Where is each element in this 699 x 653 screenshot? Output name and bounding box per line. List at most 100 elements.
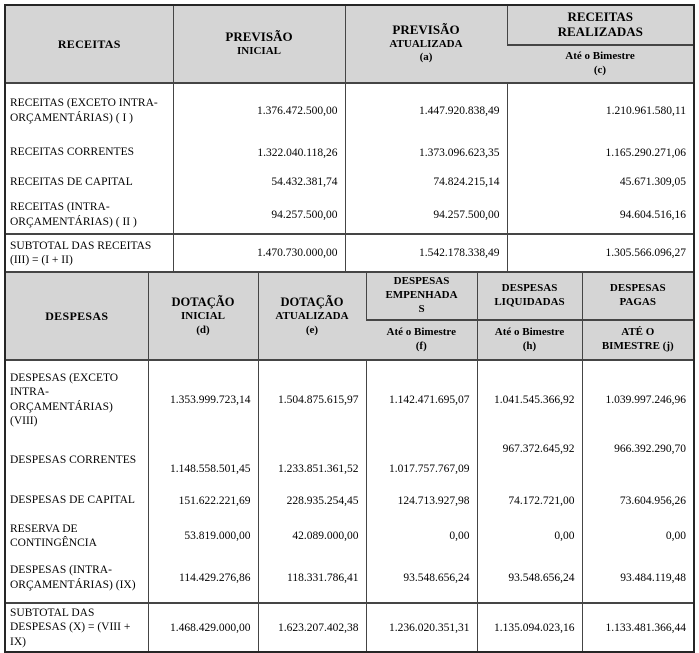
despesas-pagas-subtitle: ATÉ O BIMESTRE (j) xyxy=(601,326,674,352)
cell-value: 0,00 xyxy=(581,519,693,553)
cell-value: 74.824.215,14 xyxy=(344,168,507,196)
cell-value: 42.089.000,00 xyxy=(257,519,366,553)
cell-value: 1.233.851.361,52 xyxy=(257,438,366,482)
table-row: DESPESAS DE CAPITAL 151.622.221,69 228.9… xyxy=(6,482,693,519)
dotacao-atualizada-subtitle: ATUALIZADA xyxy=(275,309,349,322)
dotacao-atualizada-title: DOTAÇÃO xyxy=(280,294,344,309)
despesas-empenhadas-subtitle: Até o Bimestre xyxy=(386,326,456,339)
previsao-inicial-title: PREVISÃO xyxy=(225,28,293,44)
dotacao-atualizada-header: DOTAÇÃO ATUALIZADA (e) xyxy=(257,272,366,361)
cell-value: 1.041.545.366,92 xyxy=(476,360,582,438)
cell-value: 118.331.786,41 xyxy=(257,553,366,603)
cell-value: 0,00 xyxy=(476,519,582,553)
table-row: RECEITAS DE CAPITAL 54.432.381,74 74.824… xyxy=(6,168,693,196)
cell-value: 1.135.094.023,16 xyxy=(476,601,582,652)
despesas-liquidadas-header: DESPESAS LIQUIDADAS xyxy=(476,272,582,321)
receitas-realizadas-note: (c) xyxy=(593,64,607,76)
cell-value: 94.604.516,16 xyxy=(506,196,693,234)
previsao-inicial-header: PREVISÃO INICIAL xyxy=(172,6,345,84)
cell-value: 0,00 xyxy=(365,519,477,553)
cell-value: 94.257.500,00 xyxy=(172,196,345,234)
cell-value: 1.142.471.695,07 xyxy=(365,360,477,438)
cell-value: 54.432.381,74 xyxy=(172,168,345,196)
previsao-atualizada-title: PREVISÃO xyxy=(392,21,460,37)
row-label: RECEITAS (EXCETO INTRA-ORÇAMENTÁRIAS) ( … xyxy=(10,97,158,124)
cell-value: 114.429.276,86 xyxy=(147,553,258,603)
previsao-atualizada-note: (a) xyxy=(419,51,433,64)
row-label: DESPESAS DE CAPITAL xyxy=(10,494,135,507)
dotacao-inicial-header: DOTAÇÃO INICIAL (d) xyxy=(147,272,258,361)
receitas-realizadas-title: RECEITAS REALIZADAS xyxy=(557,9,643,39)
cell-value: 1.039.997.246,96 xyxy=(581,360,693,438)
cell-value: 1.504.875.615,97 xyxy=(257,360,366,438)
despesas-liquidadas-subheader: Até o Bimestre (h) xyxy=(476,319,582,361)
row-label: DESPESAS (INTRA-ORÇAMENTÁRIAS) (IX) xyxy=(10,564,136,591)
subtotal-row: SUBTOTAL DAS RECEITAS (III) = (I + II) 1… xyxy=(6,233,693,271)
row-label: DESPESAS (EXCETO INTRA-ORÇAMENTÁRIAS) (V… xyxy=(10,371,119,427)
cell-value: 1.017.757.767,09 xyxy=(365,438,477,482)
cell-value: 1.468.429.000,00 xyxy=(147,601,258,652)
despesas-table: DESPESAS DOTAÇÃO INICIAL (d) DOTAÇÃO ATU… xyxy=(6,271,693,652)
cell-value: 74.172.721,00 xyxy=(476,482,582,519)
row-label: RECEITAS CORRENTES xyxy=(10,146,134,159)
cell-value: 93.484.119,48 xyxy=(581,553,693,603)
cell-value: 1.165.290.271,06 xyxy=(506,137,693,168)
row-label: SUBTOTAL DAS DESPESAS (X) = (VIII + IX) xyxy=(6,601,148,652)
cell-value: 151.622.221,69 xyxy=(147,482,258,519)
receitas-realizadas-subtitle: Até o Bimestre xyxy=(565,50,635,63)
despesas-empenhadas-header: DESPESAS EMPENHADAS xyxy=(365,272,477,321)
row-label: RECEITAS (INTRA-ORÇAMENTÁRIAS) ( II ) xyxy=(10,201,137,228)
cell-value: 1.133.481.366,44 xyxy=(581,601,693,652)
despesas-pagas-header: DESPESAS PAGAS xyxy=(581,272,693,321)
cell-value: 1.623.207.402,38 xyxy=(257,601,366,652)
cell-value: 1.210.961.580,11 xyxy=(506,83,693,137)
receitas-table: RECEITAS PREVISÃO INICIAL PREVISÃO ATUAL… xyxy=(6,6,693,271)
table-row: DESPESAS (EXCETO INTRA-ORÇAMENTÁRIAS) (V… xyxy=(6,360,693,438)
despesas-liquidadas-subtitle: Até o Bimestre xyxy=(494,326,565,339)
cell-value: 1.322.040.118,26 xyxy=(172,137,345,168)
cell-value: 1.376.472.500,00 xyxy=(172,83,345,137)
despesas-empenhadas-title: DESPESAS EMPENHADAS xyxy=(385,275,458,315)
cell-value: 73.604.956,26 xyxy=(581,482,693,519)
table-row: DESPESAS CORRENTES 1.148.558.501,45 1.23… xyxy=(6,438,693,482)
despesas-empenhadas-note: (f) xyxy=(415,340,427,352)
dotacao-inicial-note: (d) xyxy=(196,323,210,336)
row-label: RECEITAS DE CAPITAL xyxy=(10,175,133,188)
row-label: DESPESAS CORRENTES xyxy=(10,453,137,466)
cell-value: 1.542.178.338,49 xyxy=(344,233,507,271)
previsao-inicial-subtitle: INICIAL xyxy=(236,44,281,57)
cell-value: 966.392.290,70 xyxy=(581,438,693,482)
cell-value: 1.470.730.000,00 xyxy=(172,233,345,271)
cell-value: 1.236.020.351,31 xyxy=(365,601,477,652)
dotacao-inicial-title: DOTAÇÃO xyxy=(171,294,235,309)
cell-value: 124.713.927,98 xyxy=(365,482,477,519)
dotacao-inicial-subtitle: INICIAL xyxy=(180,309,225,322)
cell-value: 1.305.566.096,27 xyxy=(506,233,693,271)
table-row: DESPESAS (INTRA-ORÇAMENTÁRIAS) (IX) 114.… xyxy=(6,553,693,603)
cell-value: 93.548.656,24 xyxy=(365,553,477,603)
cell-value: 93.548.656,24 xyxy=(476,553,582,603)
despesas-liquidadas-note: (h) xyxy=(522,340,537,352)
table-row: RESERVA DE CONTINGÊNCIA 53.819.000,00 42… xyxy=(6,519,693,553)
receitas-realizadas-subheader: Até o Bimestre (c) xyxy=(507,44,693,84)
row-label: SUBTOTAL DAS RECEITAS (III) = (I + II) xyxy=(6,233,173,271)
despesas-pagas-subheader: ATÉ O BIMESTRE (j) xyxy=(581,319,693,361)
previsao-atualizada-header: PREVISÃO ATUALIZADA (a) xyxy=(344,6,507,84)
cell-value: 1.373.096.623,35 xyxy=(344,137,507,168)
despesas-header-label: DESPESAS xyxy=(6,272,148,361)
cell-value: 1.353.999.723,14 xyxy=(147,360,258,438)
cell-value: 1.148.558.501,45 xyxy=(147,438,258,482)
cell-value: 94.257.500,00 xyxy=(344,196,507,234)
previsao-atualizada-subtitle: ATUALIZADA xyxy=(389,37,463,50)
cell-value: 228.935.254,45 xyxy=(257,482,366,519)
cell-value: 53.819.000,00 xyxy=(147,519,258,553)
despesas-pagas-title: DESPESAS PAGAS xyxy=(609,282,666,308)
despesas-empenhadas-subheader: Até o Bimestre (f) xyxy=(366,319,477,361)
cell-value: 45.671.309,05 xyxy=(506,168,693,196)
table-row: RECEITAS (INTRA-ORÇAMENTÁRIAS) ( II ) 94… xyxy=(6,196,693,234)
receitas-realizadas-header: RECEITAS REALIZADAS xyxy=(506,6,693,46)
budget-report-sheet: RECEITAS PREVISÃO INICIAL PREVISÃO ATUAL… xyxy=(4,4,695,653)
subtotal-row: SUBTOTAL DAS DESPESAS (X) = (VIII + IX) … xyxy=(6,601,693,652)
table-row: RECEITAS (EXCETO INTRA-ORÇAMENTÁRIAS) ( … xyxy=(6,83,693,137)
row-label: RESERVA DE CONTINGÊNCIA xyxy=(10,522,97,549)
